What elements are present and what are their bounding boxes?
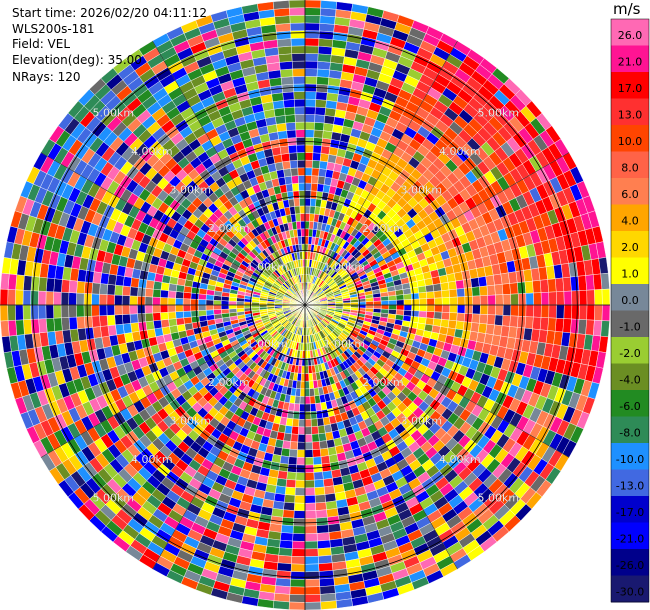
- colorbar-tick-label: -13.0: [616, 479, 644, 492]
- colorbar-tick-label: 2.0: [621, 241, 639, 254]
- colorbar-tick-label: 26.0: [618, 29, 643, 42]
- colorbar-tick-label: 1.0: [621, 267, 639, 280]
- colorbar-tick-label: -30.0: [616, 585, 644, 598]
- colorbar-tick-label: 10.0: [618, 135, 643, 148]
- colorbar-tick-label: -6.0: [619, 400, 640, 413]
- velocity-gates: [0, 0, 611, 610]
- colorbar-tick-label: -21.0: [616, 532, 644, 545]
- colorbar-tick-label: -26.0: [616, 559, 644, 572]
- colorbar-tick-label: 6.0: [621, 188, 639, 201]
- colorbar-tick-label: 17.0: [618, 82, 643, 95]
- colorbar-tick-label: -8.0: [619, 426, 640, 439]
- colorbar-tick-label: -10.0: [616, 453, 644, 466]
- colorbar-tick-label: -2.0: [619, 347, 640, 360]
- colorbar-tick-label: -17.0: [616, 506, 644, 519]
- colorbar-tick-label: 21.0: [618, 55, 643, 68]
- colorbar-tick-label: -1.0: [619, 320, 640, 333]
- colorbar-tick-label: 13.0: [618, 108, 643, 121]
- colorbar-tick-label: 0.0: [621, 294, 639, 307]
- colorbar-tick-label: 8.0: [621, 161, 639, 174]
- colorbar-tick-label: 4.0: [621, 214, 639, 227]
- colorbar-tick-label: -4.0: [619, 373, 640, 386]
